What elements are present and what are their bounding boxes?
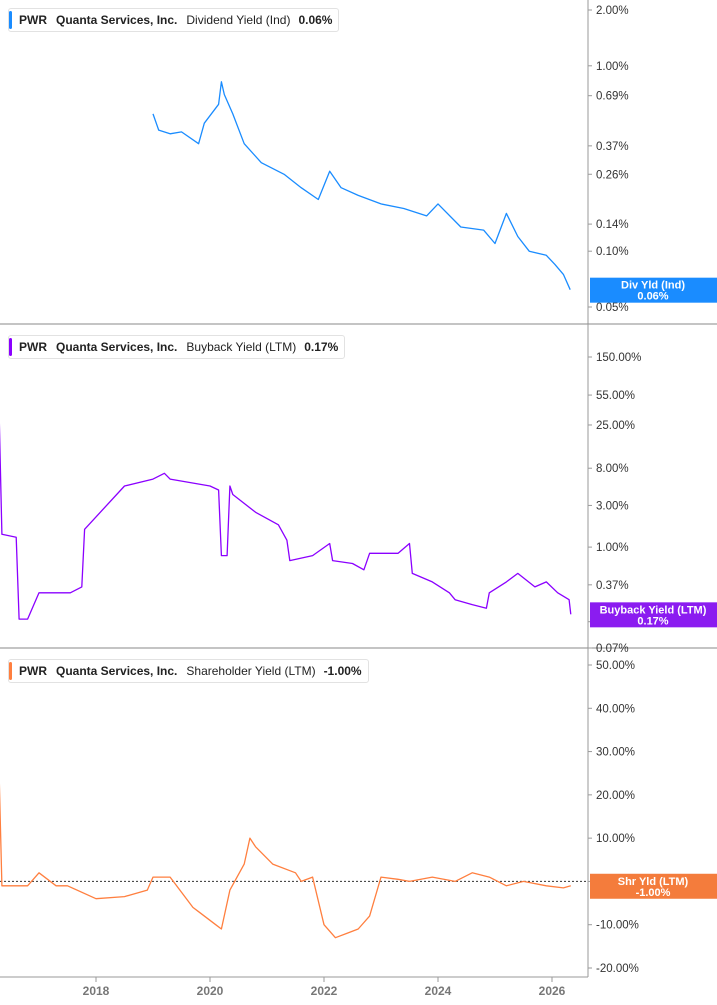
dividend-yield-panel: 2.00% 1.00% 0.69% 0.37% 0.26% 0.14% 0.10% 0.05%…	[0, 0, 717, 325]
y-tick-label: 0.05%	[596, 302, 629, 314]
y-tick-label: 3.00%	[596, 500, 629, 512]
company-label: Quanta Services, Inc.	[56, 13, 178, 27]
y-tick-label: 0.69%	[596, 91, 629, 103]
shareholder-yield-legend[interactable]: PWR Quanta Services, Inc. Shareholder Yi…	[8, 659, 369, 683]
y-tick-label: 50.00%	[596, 660, 635, 672]
y-tick-label: 55.00%	[596, 390, 635, 402]
x-tick-label: 2026	[539, 984, 566, 998]
company-label: Quanta Services, Inc.	[56, 340, 178, 354]
ticker-label: PWR	[19, 340, 47, 354]
y-tick-label: 0.07%	[596, 643, 629, 655]
y-tick-label: 10.00%	[596, 833, 635, 845]
series-line	[0, 783, 571, 939]
y-tick-label: 0.10%	[596, 246, 629, 258]
company-label: Quanta Services, Inc.	[56, 664, 178, 678]
y-tick-label: 8.00%	[596, 463, 629, 475]
y-tick-label: 0.26%	[596, 169, 629, 181]
y-tick-label: 0.14%	[596, 219, 629, 231]
last-value-badge: Shr Yld (LTM)-1.00%	[590, 873, 717, 899]
buyback-yield-legend[interactable]: PWR Quanta Services, Inc. Buyback Yield …	[8, 335, 346, 359]
series-line	[152, 81, 571, 290]
y-tick-label: 1.00%	[596, 61, 629, 73]
y-tick-label: 1.00%	[596, 542, 629, 554]
y-tick-label: 20.00%	[596, 790, 635, 802]
badge-value: 0.06%	[637, 291, 668, 303]
ticker-label: PWR	[19, 13, 47, 27]
x-tick-label: 2022	[311, 984, 338, 998]
y-tick-label: 40.00%	[596, 703, 635, 715]
series-color-marker	[9, 11, 12, 29]
badge-label: Div Yld (Ind)	[621, 280, 685, 292]
badge-value: -1.00%	[636, 887, 671, 899]
y-tick-label: 0.37%	[596, 580, 629, 592]
ticker-label: PWR	[19, 664, 47, 678]
last-value-badge: Buyback Yield (LTM)0.17%	[590, 602, 717, 628]
x-tick-label: 2024	[425, 984, 452, 998]
badge-label: Shr Yld (LTM)	[618, 876, 689, 888]
y-tick-label: 150.00%	[596, 352, 641, 364]
badge-value: 0.17%	[637, 615, 668, 627]
shareholder-yield-panel: 50.00%40.00%30.00%20.00%10.00%0.00%-10.0…	[0, 648, 717, 977]
series-color-marker	[9, 662, 12, 680]
y-tick-label: 2.00%	[596, 5, 629, 17]
last-value-badge: Div Yld (Ind)0.06%	[590, 277, 717, 303]
buyback-yield-panel: 150.00% 55.00% 25.00% 8.00% 3.00% 1.00% 0.37% 0…	[0, 324, 717, 655]
metric-value: -1.00%	[323, 664, 362, 678]
x-tick-label: 2020	[197, 984, 224, 998]
y-tick-label: 25.00%	[596, 420, 635, 432]
metric-label: Shareholder Yield (LTM)	[186, 664, 316, 678]
metric-label: Dividend Yield (Ind)	[186, 13, 291, 27]
y-tick-label: -20.00%	[596, 963, 639, 975]
dividend-yield-legend[interactable]: PWR Quanta Services, Inc. Dividend Yield…	[8, 8, 340, 32]
y-tick-label: 0.37%	[596, 141, 629, 153]
series-line	[0, 423, 572, 620]
metric-value: 0.17%	[304, 340, 339, 354]
x-axis: 2018 2020 2022 2024 2026	[0, 976, 588, 998]
series-color-marker	[9, 338, 12, 356]
y-tick-label: 30.00%	[596, 747, 635, 759]
metric-label: Buyback Yield (LTM)	[186, 340, 297, 354]
badge-label: Buyback Yield (LTM)	[600, 604, 707, 616]
metric-value: 0.06%	[298, 13, 333, 27]
y-tick-label: -10.00%	[596, 920, 639, 932]
x-tick-label: 2018	[83, 984, 110, 998]
